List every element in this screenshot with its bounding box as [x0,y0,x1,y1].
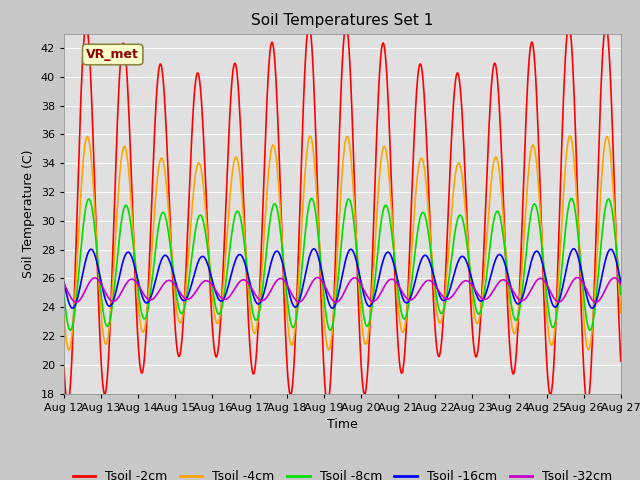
Tsoil -2cm [70,301,78,307]
Tsoil -4cm [214,320,222,326]
Tsoil -32cm [127,276,135,282]
Tsoil -2cm [214,352,221,358]
Line: Tsoil -16cm: Tsoil -16cm [64,249,621,308]
Tsoil -4cm [128,214,136,220]
Tsoil -16cm [411,280,419,286]
Y-axis label: Soil Temperature (C): Soil Temperature (C) [22,149,35,278]
Tsoil -8cm [185,279,193,285]
Tsoil -8cm [71,309,79,314]
Tsoil -8cm [428,258,436,264]
Tsoil -32cm [184,296,192,302]
Tsoil -2cm [426,227,434,233]
Tsoil -4cm [412,193,419,199]
Tsoil -8cm [67,327,74,333]
Line: Tsoil -8cm: Tsoil -8cm [64,198,621,330]
Tsoil -2cm [127,175,135,180]
Tsoil -8cm [308,195,316,201]
Line: Tsoil -2cm: Tsoil -2cm [64,25,621,404]
Tsoil -16cm [214,295,222,301]
Tsoil -2cm [60,365,68,371]
Tsoil -2cm [584,401,591,407]
Tsoil -2cm [565,23,573,28]
Tsoil -4cm [71,296,79,301]
Tsoil -32cm [573,275,581,280]
Title: Soil Temperatures Set 1: Soil Temperatures Set 1 [252,13,433,28]
Tsoil -4cm [428,255,436,261]
Tsoil -4cm [65,347,72,353]
Tsoil -32cm [426,278,434,284]
Legend: Tsoil -2cm, Tsoil -4cm, Tsoil -8cm, Tsoil -16cm, Tsoil -32cm: Tsoil -2cm, Tsoil -4cm, Tsoil -8cm, Tsoi… [68,465,617,480]
Tsoil -4cm [60,313,68,319]
Tsoil -8cm [60,293,68,299]
X-axis label: Time: Time [327,418,358,431]
Tsoil -8cm [128,232,136,238]
Line: Tsoil -4cm: Tsoil -4cm [64,136,621,350]
Tsoil -16cm [71,303,79,309]
Tsoil -32cm [214,290,221,296]
Line: Tsoil -32cm: Tsoil -32cm [64,277,621,302]
Tsoil -4cm [307,133,314,139]
Tsoil -8cm [214,311,222,317]
Tsoil -8cm [412,244,419,250]
Tsoil -16cm [68,305,76,311]
Tsoil -4cm [185,250,193,256]
Tsoil -16cm [185,291,193,297]
Tsoil -8cm [617,292,625,298]
Tsoil -2cm [410,137,418,143]
Text: VR_met: VR_met [86,48,139,61]
Tsoil -32cm [60,281,68,287]
Tsoil -32cm [410,295,418,301]
Tsoil -16cm [617,279,625,285]
Tsoil -16cm [128,255,136,261]
Tsoil -32cm [617,281,625,287]
Tsoil -4cm [617,310,625,316]
Tsoil -2cm [617,358,625,364]
Tsoil -32cm [70,299,78,304]
Tsoil -16cm [60,279,68,285]
Tsoil -32cm [592,300,600,305]
Tsoil -16cm [428,263,435,269]
Tsoil -16cm [570,246,577,252]
Tsoil -2cm [184,221,192,227]
